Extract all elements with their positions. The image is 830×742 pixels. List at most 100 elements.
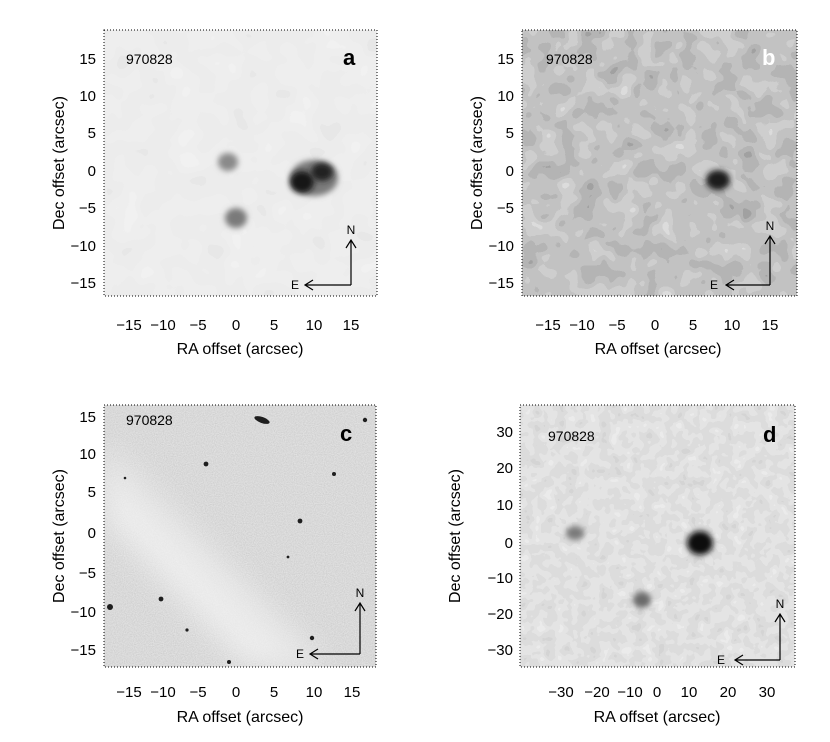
x-tick-label: 0 <box>232 684 240 701</box>
y-tick-label: 0 <box>505 535 513 552</box>
panel-c-letter: c <box>340 421 352 446</box>
panel-b-y-ticks: 15 10 5 0 −5 −10 −15 <box>489 51 514 292</box>
x-tick-label: 10 <box>681 684 698 701</box>
x-tick-label: 30 <box>759 684 776 701</box>
x-tick-label: −10 <box>150 317 175 334</box>
x-tick-label: 15 <box>762 317 779 334</box>
panel-a-letter: a <box>343 45 356 70</box>
compass-east-label: E <box>291 278 299 292</box>
x-tick-label: −30 <box>548 684 573 701</box>
y-tick-label: 30 <box>496 424 513 441</box>
x-tick-label: 5 <box>270 317 278 334</box>
compass-east-label: E <box>296 647 304 661</box>
x-tick-label: −5 <box>189 684 206 701</box>
x-tick-label: 15 <box>343 317 360 334</box>
y-tick-label: −20 <box>488 606 513 623</box>
panel-b-xlabel: RA offset (arcsec) <box>595 341 722 358</box>
panel-c-xlabel: RA offset (arcsec) <box>177 709 304 726</box>
x-tick-label: 0 <box>653 684 661 701</box>
panel-c: 970828 c −15 −10 −5 0 5 10 15 15 10 5 0 … <box>51 404 377 726</box>
y-tick-label: 10 <box>497 88 514 105</box>
compass-east-label: E <box>717 653 725 667</box>
y-tick-label: 5 <box>506 125 514 142</box>
x-tick-label: −15 <box>116 317 141 334</box>
y-tick-label: 15 <box>497 51 514 68</box>
y-tick-label: −10 <box>71 238 96 255</box>
y-tick-label: 15 <box>79 409 96 426</box>
x-tick-label: 5 <box>270 684 278 701</box>
panel-d-letter: d <box>763 422 776 447</box>
panel-c-y-ticks: 15 10 5 0 −5 −10 −15 <box>71 409 96 659</box>
panel-c-compass: N E <box>296 586 366 661</box>
compass-north-label: N <box>776 597 785 611</box>
panel-a-y-ticks: 15 10 5 0 −5 −10 −15 <box>71 51 96 292</box>
x-tick-label: 20 <box>720 684 737 701</box>
y-tick-label: −15 <box>71 275 96 292</box>
x-tick-label: −20 <box>584 684 609 701</box>
panel-a-image <box>104 30 377 296</box>
x-tick-label: −10 <box>617 684 642 701</box>
y-tick-label: −5 <box>79 200 96 217</box>
panel-d-frame <box>519 404 796 668</box>
y-tick-label: −15 <box>71 642 96 659</box>
y-tick-label: 10 <box>79 88 96 105</box>
x-tick-label: −5 <box>189 317 206 334</box>
panel-a-frame <box>103 29 378 297</box>
compass-north-label: N <box>356 586 365 600</box>
panel-b-frame <box>521 29 798 297</box>
panel-b-grb-id: 970828 <box>546 51 593 67</box>
y-tick-label: 5 <box>88 484 96 501</box>
y-tick-label: −15 <box>489 275 514 292</box>
x-tick-label: −15 <box>535 317 560 334</box>
y-tick-label: 0 <box>88 163 96 180</box>
panel-b-ylabel: Dec offset (arcsec) <box>469 96 486 230</box>
y-tick-label: −10 <box>489 238 514 255</box>
panel-b-x-ticks: −15 −10 −5 0 5 10 15 <box>535 317 778 334</box>
x-tick-label: 15 <box>344 684 361 701</box>
y-tick-label: 0 <box>506 163 514 180</box>
y-tick-label: 5 <box>88 125 96 142</box>
panel-b: 970828 b −15 −10 −5 0 5 10 15 15 10 5 0 … <box>469 29 798 358</box>
y-tick-label: 20 <box>496 460 513 477</box>
x-tick-label: −10 <box>150 684 175 701</box>
panel-c-frame <box>103 404 377 668</box>
y-tick-label: −5 <box>497 200 514 217</box>
panel-a: 970828 a −15 −10 −5 0 5 10 15 15 10 5 0 … <box>51 29 378 358</box>
y-tick-label: −5 <box>79 565 96 582</box>
panel-c-ylabel: Dec offset (arcsec) <box>51 469 68 603</box>
panel-a-grb-id: 970828 <box>126 51 173 67</box>
panel-d: 970828 d −30 −20 −10 0 10 20 30 30 20 10… <box>447 404 796 726</box>
x-tick-label: 10 <box>306 684 323 701</box>
panel-d-image <box>520 405 795 667</box>
panel-b-compass: N E <box>710 219 776 292</box>
panel-d-x-ticks: −30 −20 −10 0 10 20 30 <box>548 684 775 701</box>
panel-c-x-ticks: −15 −10 −5 0 5 10 15 <box>116 684 360 701</box>
compass-north-label: N <box>347 223 356 237</box>
x-tick-label: −10 <box>569 317 594 334</box>
panel-d-ylabel: Dec offset (arcsec) <box>447 469 464 603</box>
x-tick-label: 10 <box>306 317 323 334</box>
x-tick-label: 0 <box>232 317 240 334</box>
panel-d-compass: N E <box>717 597 786 667</box>
compass-north-label: N <box>766 219 775 233</box>
panel-a-xlabel: RA offset (arcsec) <box>177 341 304 358</box>
panel-c-stars <box>107 416 368 664</box>
y-tick-label: 0 <box>88 525 96 542</box>
panel-b-image <box>522 30 797 296</box>
y-tick-label: −10 <box>488 570 513 587</box>
x-tick-label: 10 <box>724 317 741 334</box>
y-tick-label: 15 <box>79 51 96 68</box>
panel-a-x-ticks: −15 −10 −5 0 5 10 15 <box>116 317 359 334</box>
panel-a-ylabel: Dec offset (arcsec) <box>51 96 68 230</box>
x-tick-label: 5 <box>689 317 697 334</box>
panel-a-compass: N E <box>291 223 357 292</box>
panel-d-xlabel: RA offset (arcsec) <box>594 709 721 726</box>
x-tick-label: −5 <box>608 317 625 334</box>
panel-b-letter: b <box>762 45 775 70</box>
panel-d-grb-id: 970828 <box>548 428 595 444</box>
compass-east-label: E <box>710 278 718 292</box>
y-tick-label: 10 <box>496 497 513 514</box>
y-tick-label: −30 <box>488 642 513 659</box>
y-tick-label: 10 <box>79 446 96 463</box>
